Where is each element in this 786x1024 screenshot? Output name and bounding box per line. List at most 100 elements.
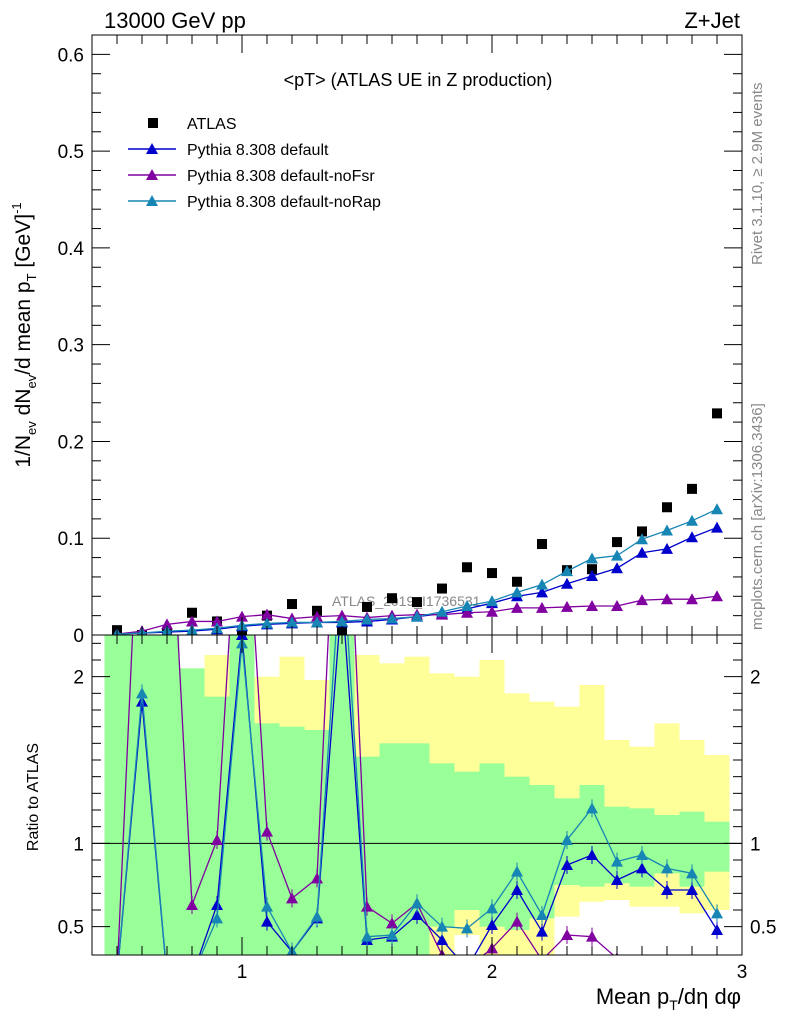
legend-marker-atlas <box>148 118 158 128</box>
mc-data-point-2 <box>686 593 698 605</box>
atlas-data-point <box>362 601 372 612</box>
ratio-plot-data <box>92 337 742 982</box>
main-y-tick-label: 0.6 <box>58 45 84 66</box>
mc-data-point-2 <box>561 600 573 612</box>
mc-data-point-3 <box>711 503 723 515</box>
mc-data-point-2 <box>636 594 648 606</box>
ratio-data-point-1 <box>511 915 523 927</box>
ratio-data-point-1 <box>236 421 248 432</box>
mc-data-point-2 <box>236 610 248 622</box>
mc-data-point-2 <box>211 615 223 627</box>
header-process-label: Z+Jet <box>684 8 740 33</box>
ratio-data-point-1 <box>336 337 348 348</box>
ratio-data-point-2 <box>161 971 173 982</box>
ratio-band-inner <box>429 763 455 927</box>
main-y-tick-label: 0.2 <box>58 432 84 453</box>
mc-data-point-3 <box>311 616 323 628</box>
mc-data-point-1 <box>711 521 723 533</box>
ratio-y-tick-label: 2 <box>73 668 84 689</box>
mc-data-point-2 <box>461 606 473 618</box>
ratio-y-tick-label-right: 2 <box>750 668 761 689</box>
ratio-band-inner <box>354 756 380 955</box>
mc-data-point-3 <box>361 613 373 625</box>
mc-data-point-2 <box>261 608 273 620</box>
mcplots-credit-label: mcplots.cern.ch [arXiv:1306.3436] <box>749 403 766 630</box>
atlas-data-point <box>287 599 297 610</box>
ratio-data-point-0 <box>636 862 648 874</box>
ratio-data-point-1 <box>691 954 693 955</box>
mc-data-point-1 <box>611 562 623 574</box>
ratio-data-point-1 <box>386 917 398 929</box>
ratio-data-point-2 <box>636 849 648 860</box>
mc-data-point-1 <box>686 531 698 543</box>
atlas-data-point <box>587 564 597 575</box>
ratio-band-inner <box>404 743 430 955</box>
ratio-data-point-2 <box>686 867 698 879</box>
atlas-data-point <box>687 483 697 494</box>
atlas-data-point <box>487 568 497 579</box>
mc-data-point-2 <box>536 601 548 613</box>
mc-data-point-3 <box>511 586 523 598</box>
legend-marker <box>146 143 158 154</box>
ratio-band-inner <box>454 771 480 910</box>
mc-data-point-2 <box>186 615 198 627</box>
ratio-data-point-1 <box>716 954 718 955</box>
ratio-data-point-1 <box>136 421 148 432</box>
ratio-data-point-2 <box>311 910 323 922</box>
ratio-data-point-2 <box>411 897 423 909</box>
rivet-version-label: Rivet 3.1.10, ≥ 2.9M events <box>749 83 766 266</box>
ratio-data-point-1 <box>111 971 123 982</box>
atlas-data-point <box>412 597 422 608</box>
ratio-data-point-1 <box>666 954 668 955</box>
main-y-axis-label: 1/Nev dNev/d mean pT [GeV]-1 <box>9 202 39 467</box>
ratio-y-axis-label: Ratio to ATLAS <box>25 743 42 851</box>
ratio-data-point-2 <box>461 922 473 934</box>
ratio-data-point-0 <box>711 924 723 935</box>
ratio-data-point-1 <box>161 421 173 432</box>
ratio-data-point-2 <box>361 930 373 942</box>
x-tick-label: 1 <box>237 962 248 983</box>
ratio-data-point-2 <box>436 920 448 932</box>
mc-data-point-2 <box>311 610 323 622</box>
ratio-data-point-1 <box>186 899 198 910</box>
mc-data-point-1 <box>561 577 573 589</box>
ratio-data-point-2 <box>711 907 723 919</box>
ratio-data-point-0 <box>611 874 623 885</box>
ratio-data-point-1 <box>211 834 223 845</box>
ratio-data-point-0 <box>411 909 423 920</box>
mc-data-point-1 <box>636 546 648 558</box>
ratio-data-point-1 <box>541 954 543 955</box>
ratio-band-inner <box>154 635 180 955</box>
ratio-band-inner <box>329 635 355 955</box>
mc-data-point-3 <box>336 615 348 627</box>
ratio-data-point-2 <box>186 971 198 982</box>
atlas-data-point <box>462 562 472 573</box>
x-tick-label: 2 <box>487 962 498 983</box>
mc-data-point-3 <box>386 612 398 624</box>
ratio-band-inner <box>179 668 205 955</box>
ratio-data-point-2 <box>211 912 223 924</box>
main-y-tick-label: 0.5 <box>58 142 84 163</box>
ratio-data-point-0 <box>486 919 498 930</box>
ratio-data-point-1 <box>361 900 373 912</box>
ratio-band-inner <box>704 821 730 872</box>
mc-data-point-2 <box>511 601 523 613</box>
legend-label: ATLAS <box>187 116 237 133</box>
ratio-data-point-2 <box>511 865 523 877</box>
ratio-data-point-0 <box>161 971 173 982</box>
ratio-data-point-0 <box>261 915 273 927</box>
ratio-data-point-2 <box>536 909 548 920</box>
legend-label: Pythia 8.308 default-noFsr <box>187 168 375 185</box>
atlas-data-point <box>612 537 622 548</box>
ratio-data-point-1 <box>641 954 643 955</box>
ratio-data-point-2 <box>336 537 348 548</box>
main-y-tick-label: 0.3 <box>58 336 84 357</box>
ratio-data-point-1 <box>261 825 273 837</box>
ratio-data-point-0 <box>561 859 573 870</box>
ratio-band-inner <box>229 635 255 955</box>
ratio-data-point-0 <box>686 884 698 895</box>
mc-data-point-3 <box>636 533 648 545</box>
main-plot-data <box>112 408 723 635</box>
mc-data-point-3 <box>261 617 273 629</box>
